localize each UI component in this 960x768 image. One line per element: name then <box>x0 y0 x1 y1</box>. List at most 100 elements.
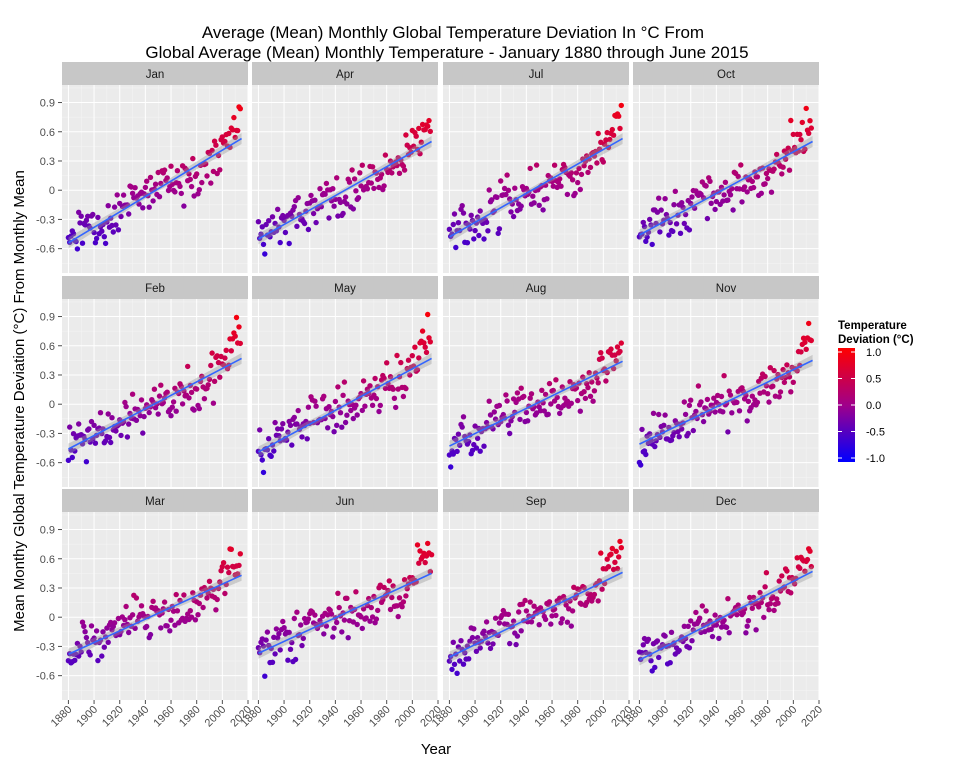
data-point <box>449 666 455 673</box>
data-point <box>467 226 473 232</box>
data-point <box>235 127 241 134</box>
data-point <box>405 357 412 363</box>
data-point <box>496 226 503 232</box>
data-point <box>399 604 405 610</box>
facet-panel-jul: Jul <box>443 62 630 273</box>
facet-panel-mar: Mar 0.9 0.6 0.3 0 -0.3 -0.6 1880 1900 1920 1940 196… <box>36 489 254 729</box>
x-tick-label: 1920 <box>100 704 126 730</box>
data-point <box>93 235 100 242</box>
data-point <box>407 372 413 378</box>
data-point <box>688 200 694 207</box>
trend-line <box>68 137 242 244</box>
data-point <box>346 179 353 185</box>
data-point <box>550 387 556 394</box>
x-tick-label: 2000 <box>774 704 800 730</box>
data-point <box>273 626 280 632</box>
data-point <box>188 614 195 620</box>
data-point <box>779 171 785 177</box>
data-point <box>93 628 100 634</box>
data-point <box>725 197 731 203</box>
data-point <box>703 608 709 614</box>
data-point <box>564 191 571 198</box>
data-point <box>503 392 509 398</box>
data-point <box>204 595 210 601</box>
data-point <box>275 426 281 432</box>
data-point <box>401 577 408 583</box>
facet-panel-aug: Aug <box>443 276 630 487</box>
x-tick-label: 1940 <box>507 704 533 730</box>
data-point <box>259 457 265 463</box>
x-axis-title: Year <box>421 741 451 758</box>
data-point <box>181 203 187 209</box>
facet-strip-label: Aug <box>526 283 546 295</box>
data-point <box>735 173 741 180</box>
data-point <box>472 227 478 234</box>
data-point <box>609 126 615 133</box>
data-point <box>455 431 462 437</box>
data-point <box>280 618 286 625</box>
data-point <box>545 411 551 417</box>
data-point <box>485 640 491 646</box>
data-point <box>516 609 522 615</box>
data-point <box>681 220 687 227</box>
data-point <box>763 383 770 389</box>
data-point <box>380 597 386 603</box>
chart-title-line2: Global Average (Mean) Monthly Temperatur… <box>145 43 748 62</box>
data-point <box>450 451 456 457</box>
data-point <box>573 170 580 176</box>
data-point <box>763 570 770 576</box>
data-point <box>150 198 156 204</box>
data-point <box>657 434 663 440</box>
data-point <box>618 340 624 346</box>
data-point <box>330 413 336 420</box>
data-point <box>81 623 87 629</box>
data-point <box>661 422 667 428</box>
data-point <box>336 604 342 611</box>
data-point <box>237 340 243 347</box>
data-point <box>474 214 481 220</box>
data-point <box>564 619 571 625</box>
data-point <box>604 369 610 376</box>
data-point <box>179 401 186 407</box>
data-point <box>349 167 355 173</box>
data-point <box>111 204 118 210</box>
data-point <box>181 592 187 598</box>
data-point <box>331 203 337 209</box>
data-point <box>330 634 336 640</box>
data-point <box>605 564 612 570</box>
data-point <box>132 625 138 631</box>
data-point <box>416 560 422 566</box>
data-point <box>342 419 349 426</box>
data-point <box>531 603 537 609</box>
data-point <box>507 640 513 647</box>
data-point <box>390 386 396 392</box>
data-point <box>704 396 711 403</box>
data-point <box>788 117 794 124</box>
data-point <box>585 169 591 176</box>
data-point <box>173 408 179 414</box>
data-point <box>595 130 601 137</box>
data-point <box>114 192 120 198</box>
data-point <box>282 229 289 236</box>
data-point <box>754 174 761 180</box>
data-point <box>151 386 158 392</box>
data-point <box>558 183 564 189</box>
data-point <box>323 180 330 187</box>
data-point <box>743 630 749 636</box>
data-point <box>371 185 377 192</box>
data-point <box>485 228 491 234</box>
data-point <box>334 422 340 428</box>
data-point <box>232 134 238 141</box>
data-point <box>577 408 583 414</box>
data-point <box>123 403 129 410</box>
facet-strip-label: Feb <box>145 283 165 295</box>
data-point <box>341 617 348 623</box>
data-point <box>168 163 174 169</box>
data-point <box>91 422 97 428</box>
data-point <box>178 383 184 390</box>
data-point <box>398 359 404 366</box>
data-point <box>508 418 514 424</box>
data-point <box>757 589 763 596</box>
data-point <box>598 550 604 556</box>
data-point <box>462 650 468 656</box>
